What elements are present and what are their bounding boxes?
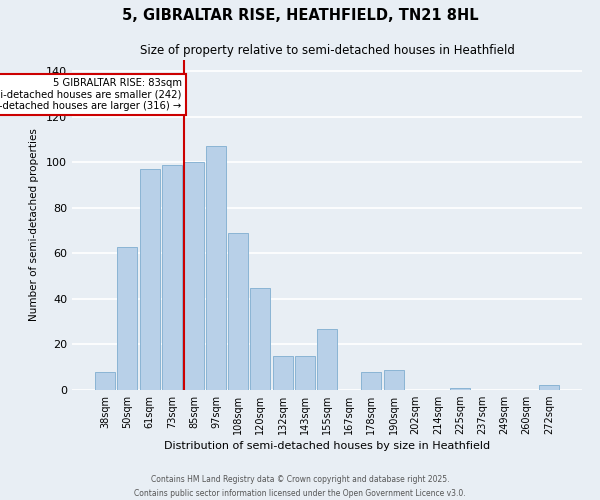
- X-axis label: Distribution of semi-detached houses by size in Heathfield: Distribution of semi-detached houses by …: [164, 442, 490, 452]
- Text: 5, GIBRALTAR RISE, HEATHFIELD, TN21 8HL: 5, GIBRALTAR RISE, HEATHFIELD, TN21 8HL: [122, 8, 478, 22]
- Bar: [206, 146, 226, 390]
- Bar: [250, 288, 271, 390]
- Bar: [95, 372, 115, 390]
- Bar: [140, 169, 160, 390]
- Bar: [317, 328, 337, 390]
- Title: Size of property relative to semi-detached houses in Heathfield: Size of property relative to semi-detach…: [140, 44, 514, 58]
- Bar: [295, 356, 315, 390]
- Bar: [539, 386, 559, 390]
- Text: 5 GIBRALTAR RISE: 83sqm
← 43% of semi-detached houses are smaller (242)
57% of s: 5 GIBRALTAR RISE: 83sqm ← 43% of semi-de…: [0, 78, 182, 112]
- Bar: [184, 162, 204, 390]
- Bar: [228, 233, 248, 390]
- Bar: [361, 372, 382, 390]
- Bar: [162, 164, 182, 390]
- Bar: [450, 388, 470, 390]
- Bar: [383, 370, 404, 390]
- Bar: [272, 356, 293, 390]
- Bar: [118, 246, 137, 390]
- Y-axis label: Number of semi-detached properties: Number of semi-detached properties: [29, 128, 39, 322]
- Text: Contains HM Land Registry data © Crown copyright and database right 2025.
Contai: Contains HM Land Registry data © Crown c…: [134, 476, 466, 498]
